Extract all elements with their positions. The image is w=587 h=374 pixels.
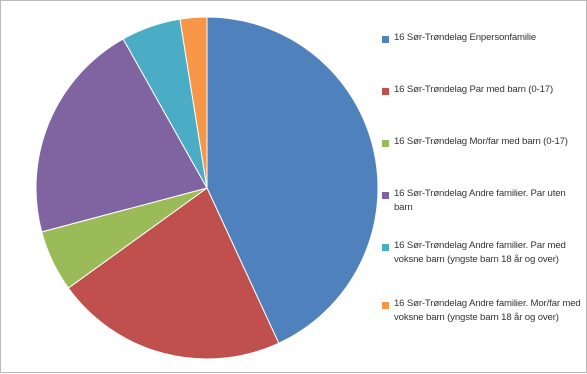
pie-slice — [179, 16, 208, 189]
legend-label: 16 Sør-Trøndelag Par med barn (0-17) — [394, 84, 554, 95]
pie-slice — [67, 187, 280, 360]
legend-swatch — [382, 140, 389, 147]
pie-slice — [35, 38, 208, 233]
legend-label: 16 Sør-Trøndelag Andre familier. Par ute… — [394, 188, 566, 213]
legend-swatch — [382, 302, 389, 309]
legend-item: 16 Sør-Trøndelag Mor/far med barn (0-17) — [382, 135, 582, 149]
pie-chart — [35, 16, 379, 360]
legend-item: 16 Sør-Trøndelag Andre familier. Par ute… — [382, 187, 582, 214]
legend-item: 16 Sør-Trøndelag Andre familier. Mor/far… — [382, 297, 582, 324]
legend-swatch — [382, 88, 389, 95]
legend-item: 16 Sør-Trøndelag Par med barn (0-17) — [382, 83, 582, 97]
pie-slice — [206, 16, 379, 344]
legend-swatch — [382, 192, 389, 199]
legend-label: 16 Sør-Trøndelag Andre familier. Mor/far… — [394, 298, 581, 323]
legend-swatch — [382, 244, 389, 251]
legend-label: 16 Sør-Trøndelag Mor/far med barn (0-17) — [394, 136, 568, 147]
legend-label: 16 Sør-Trøndelag Andre familier. Par med… — [394, 240, 566, 265]
legend-swatch — [382, 36, 389, 43]
legend-item: 16 Sør-Trøndelag Enpersonfamilie — [382, 31, 582, 45]
legend-item: 16 Sør-Trøndelag Andre familier. Par med… — [382, 239, 582, 266]
legend-label: 16 Sør-Trøndelag Enpersonfamilie — [394, 32, 537, 43]
